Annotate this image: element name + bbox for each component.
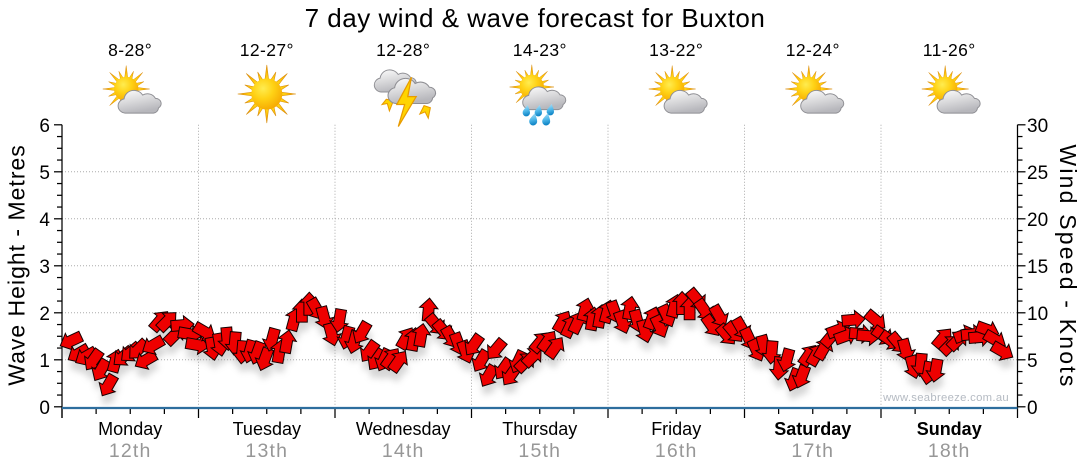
svg-text:5: 5	[39, 163, 50, 184]
svg-text:13th: 13th	[245, 440, 288, 462]
svg-text:12-27°: 12-27°	[240, 40, 294, 60]
svg-text:0: 0	[1027, 398, 1038, 419]
svg-text:13-22°: 13-22°	[649, 40, 703, 60]
svg-text:8-28°: 8-28°	[108, 40, 152, 60]
svg-text:10: 10	[1027, 304, 1048, 325]
svg-text:Friday: Friday	[651, 419, 701, 439]
svg-text:18th: 18th	[928, 440, 971, 462]
svg-text:14-23°: 14-23°	[513, 40, 567, 60]
svg-text:Saturday: Saturday	[774, 419, 851, 439]
svg-text:Wednesday: Wednesday	[356, 419, 451, 439]
svg-text:30: 30	[1027, 116, 1048, 137]
svg-text:5: 5	[1027, 351, 1038, 372]
svg-text:Wind Speed - Knots: Wind Speed - Knots	[1055, 144, 1080, 388]
svg-text:11-26°: 11-26°	[923, 40, 976, 60]
svg-text:12-24°: 12-24°	[786, 40, 840, 60]
svg-text:4: 4	[39, 210, 50, 231]
svg-text:16th: 16th	[655, 440, 698, 462]
svg-text:14th: 14th	[382, 440, 425, 462]
svg-text:17th: 17th	[791, 440, 834, 462]
svg-text:2: 2	[39, 304, 50, 325]
svg-text:6: 6	[39, 116, 50, 137]
svg-text:Wave Height - Metres: Wave Height - Metres	[4, 144, 30, 386]
svg-text:Tuesday: Tuesday	[233, 419, 301, 439]
svg-text:3: 3	[39, 257, 50, 278]
svg-text:20: 20	[1027, 210, 1048, 231]
svg-text:Monday: Monday	[98, 419, 162, 439]
svg-text:7 day wind & wave forecast for: 7 day wind & wave forecast for Buxton	[305, 3, 766, 33]
svg-text:12-28°: 12-28°	[376, 40, 430, 60]
svg-text:15th: 15th	[518, 440, 561, 462]
svg-text:Thursday: Thursday	[502, 419, 577, 439]
svg-text:Sunday: Sunday	[917, 419, 982, 439]
svg-text:1: 1	[39, 351, 50, 372]
svg-text:0: 0	[39, 398, 50, 419]
svg-text:12th: 12th	[109, 440, 152, 462]
svg-text:www.seabreeze.com.au: www.seabreeze.com.au	[882, 392, 1009, 404]
svg-text:25: 25	[1027, 163, 1048, 184]
svg-text:15: 15	[1027, 257, 1048, 278]
